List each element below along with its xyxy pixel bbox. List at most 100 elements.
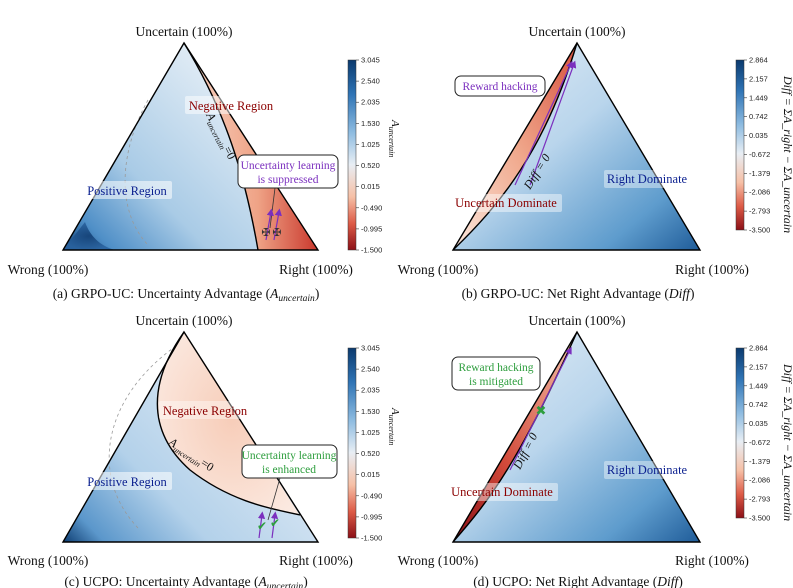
panel-c-arrow-2 (270, 511, 279, 539)
panel-d-callout-line1: Reward hacking (458, 362, 533, 374)
colorbar-tick-label: 1.025 (361, 428, 380, 437)
panel-c-dashed-contour (108, 345, 177, 531)
panel-d-caption: (d) UCPO: Net Right Advantage (Diff) (473, 574, 683, 588)
colorbar-tick-label: 0.035 (749, 419, 768, 428)
panel-b-colorbar-ticks: 2.864 2.157 1.449 0.742 0.035 -0.672 -1.379 -2.… (744, 56, 770, 235)
colorbar-tick-label: -2.793 (749, 207, 770, 216)
colorbar-tick-label: -2.086 (749, 188, 770, 197)
panel-a-positive-label: Positive Region (87, 184, 167, 198)
panel-b-arrow-1 (514, 60, 573, 186)
panel-c-check-marker-1: ✔ (257, 519, 267, 533)
colorbar-tick-label: 0.015 (361, 182, 380, 191)
panel-c-caption: (c) UCPO: Uncertainty Advantage (Auncert… (64, 574, 307, 588)
panel-b-callout-line1: Reward hacking (462, 81, 537, 93)
panel-a-blue-corner (63, 222, 115, 250)
panel-d-vertex-top: Uncertain (100%) (528, 313, 625, 328)
panel-b-uncertain-label: Uncertain Dominate (455, 196, 557, 210)
panel-a-vertex-left: Wrong (100%) (8, 262, 89, 277)
colorbar-tick-label: 2.157 (749, 74, 768, 83)
colorbar-tick-label: -1.500 (361, 534, 382, 543)
panel-c-callout-line1: Uncertainty learning (242, 450, 337, 462)
colorbar-tick-label: 2.864 (749, 344, 768, 353)
panel-b-zero-contour (452, 42, 578, 251)
panel-d-vertex-right: Right (100%) (675, 553, 749, 568)
panel-c-vertex-top: Uncertain (100%) (135, 313, 232, 328)
panel-b: Uncertain (100%) Wrong (100%) Right (100… (398, 24, 793, 301)
panel-b-caption: (b) GRPO-UC: Net Right Advantage (Diff) (462, 286, 695, 301)
panel-a-triangle-border (61, 41, 320, 251)
panel-b-triangle-fill (453, 43, 700, 250)
panel-d-colorbar (735, 347, 745, 519)
colorbar-tick-label: -1.379 (749, 457, 770, 466)
panel-d-callout-line2: is mitigated (469, 376, 523, 388)
colorbar-tick-label: 0.520 (361, 449, 380, 458)
panel-c-callout-line2: is enhanced (262, 464, 316, 476)
panel-b-vertex-right: Right (100%) (675, 262, 749, 277)
colorbar-tick-label: 2.157 (749, 362, 768, 371)
panel-b-colorbar (735, 59, 745, 231)
panel-d-right-label: Right Dominate (607, 463, 688, 477)
colorbar-tick-label: -3.500 (749, 226, 770, 235)
colorbar-tick-label: 2.035 (361, 98, 380, 107)
panel-a-colorbar-ticks: 3.045 2.540 2.035 1.530 1.025 0.520 0.015 -0.49… (356, 56, 382, 255)
colorbar-tick-label: -1.379 (749, 169, 770, 178)
colorbar-tick-label: -2.086 (749, 476, 770, 485)
colorbar-tick-label: 0.015 (361, 470, 380, 479)
panel-a-negative-label: Negative Region (189, 99, 274, 113)
panel-a-cross-marker-2: ✠ (272, 226, 281, 239)
colorbar-tick-label: 0.520 (361, 161, 380, 170)
panel-b-right-label: Right Dominate (607, 172, 688, 186)
panel-c-colorbar-ticks: 3.045 2.540 2.035 1.530 1.025 0.520 0.015 -0.49… (356, 344, 382, 543)
panel-a-callout-pointer (269, 187, 276, 229)
panel-d-colorbar-ticks: 2.864 2.157 1.449 0.742 0.035 -0.672 -1.379 -2.… (744, 344, 770, 523)
panel-a-vertex-top: Uncertain (100%) (135, 24, 232, 39)
colorbar-tick-label: 2.540 (361, 77, 380, 86)
panel-a-caption: (a) GRPO-UC: Uncertainty Advantage (Aunc… (53, 286, 320, 304)
colorbar-tick-label: -3.500 (749, 514, 770, 523)
panel-a-callout-line1: Uncertainty learning (241, 160, 336, 172)
panel-c: Uncertain (100%) Wrong (100%) Right (100… (8, 313, 401, 588)
panel-b-vertex-top: Uncertain (100%) (528, 24, 625, 39)
panel-c-callout-box (241, 444, 338, 479)
colorbar-tick-label: -1.500 (361, 246, 382, 255)
panel-a: Uncertain (100%) Wrong (100%) Right (100… (8, 24, 401, 304)
panel-a-callout-box (237, 154, 339, 189)
panel-c-zero-contour (156, 331, 301, 516)
panel-c-vertex-right: Right (100%) (279, 553, 353, 568)
panel-c-callout-pointer (267, 477, 281, 521)
panel-c-arrow-1 (257, 511, 266, 539)
panel-b-triangle-border (451, 41, 702, 251)
colorbar-tick-label: 2.540 (361, 365, 380, 374)
panel-d-star-marker: ✖ (536, 404, 547, 419)
colorbar-tick-label: -2.793 (749, 495, 770, 504)
panel-d-triangle-border (451, 330, 702, 543)
colorbar-tick-label: 1.530 (361, 407, 380, 416)
colorbar-tick-label: 2.864 (749, 56, 768, 65)
colorbar-tick-label: -0.490 (361, 491, 382, 500)
panel-c-triangle-border (61, 330, 320, 543)
panel-d-callout-box (451, 356, 541, 391)
panel-d-uncertain-label: Uncertain Dominate (451, 485, 553, 499)
panel-a-zero-contour (183, 42, 259, 251)
colorbar-tick-label: -0.672 (749, 150, 770, 159)
panel-b-arrow-2 (529, 60, 577, 186)
panel-a-callout-line2: is suppressed (257, 174, 318, 186)
colorbar-tick-label: 3.045 (361, 344, 380, 353)
panel-c-vertex-left: Wrong (100%) (8, 553, 89, 568)
colorbar-tick-label: 1.025 (361, 140, 380, 149)
colorbar-tick-label: 3.045 (361, 56, 380, 65)
panel-a-arrow-2 (273, 208, 282, 241)
panel-b-callout-box (454, 75, 546, 97)
panel-c-positive-label: Positive Region (87, 475, 167, 489)
colorbar-tick-label: 0.742 (749, 400, 768, 409)
colorbar-tick-label: 0.742 (749, 112, 768, 121)
panel-d-colorbar-label: Diff = ΣA_right − ΣA_uncertain (781, 363, 793, 521)
panel-c-colorbar-label: Auncertain (387, 407, 401, 445)
panel-d-triangle-fill (453, 332, 700, 542)
panel-a-colorbar (347, 59, 357, 251)
colorbar-tick-label: -0.672 (749, 438, 770, 447)
panel-a-colorbar-label: Auncertain (387, 119, 401, 157)
panel-c-colorbar (347, 347, 357, 539)
colorbar-tick-label: 2.035 (361, 386, 380, 395)
colorbar-tick-label: -0.995 (361, 512, 382, 521)
